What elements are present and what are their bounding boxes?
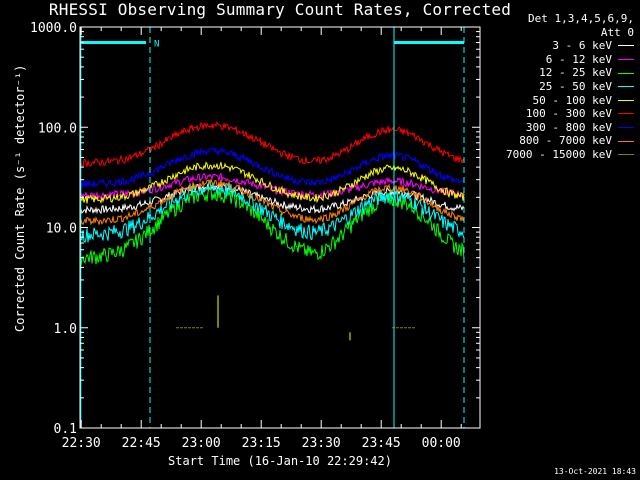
x-tick-label-3: 23:15 bbox=[242, 436, 281, 451]
x-tick-label-5: 23:45 bbox=[362, 436, 401, 451]
legend-swatch-5 bbox=[618, 113, 634, 115]
x-tick-label-1: 22:45 bbox=[122, 436, 161, 451]
legend-label-0: 3 - 6 keV bbox=[552, 39, 612, 53]
y-tick-label-2: 10.0 bbox=[46, 222, 77, 237]
legend-swatch-6 bbox=[618, 127, 634, 129]
legend-label-1: 6 - 12 keV bbox=[545, 52, 612, 66]
legend-entry-0: 3 - 6 keV bbox=[464, 39, 634, 53]
legend-label-4: 50 - 100 keV bbox=[532, 93, 612, 107]
legend-swatch-8 bbox=[618, 154, 634, 156]
legend-header: Det 1,3,4,5,6,9, Att 0 bbox=[528, 12, 634, 39]
y-tick-label-1: 1.0 bbox=[54, 322, 77, 337]
legend-swatch-0 bbox=[618, 45, 634, 47]
legend-label-5: 100 - 300 keV bbox=[525, 107, 612, 121]
y-tick-label-3: 100.0 bbox=[38, 121, 77, 136]
series-line-2 bbox=[79, 186, 465, 266]
x-tick-label-4: 23:30 bbox=[302, 436, 341, 451]
series-line-5 bbox=[79, 121, 465, 168]
legend-entry-6: 300 - 800 keV bbox=[464, 121, 634, 135]
legend-label-7: 800 - 7000 keV bbox=[519, 134, 612, 148]
series-line-7 bbox=[79, 178, 465, 226]
x-axis-label: Start Time (16-Jan-10 22:29:42) bbox=[168, 454, 392, 468]
timestamp: 13-Oct-2021 18:43 bbox=[554, 467, 636, 476]
legend-swatch-3 bbox=[618, 86, 634, 88]
legend: Det 1,3,4,5,6,9, Att 0 3 - 6 keV 6 - 12 k… bbox=[464, 12, 634, 162]
y-axis-label: Corrected Count Rate (s⁻¹ detector⁻¹) bbox=[13, 64, 27, 332]
legend-label-6: 300 - 800 keV bbox=[525, 120, 612, 134]
legend-entry-2: 12 - 25 keV bbox=[464, 66, 634, 80]
legend-entry-4: 50 - 100 keV bbox=[464, 94, 634, 108]
series-line-3 bbox=[79, 179, 465, 243]
chart-title: RHESSI Observing Summary Count Rates, Co… bbox=[48, 0, 512, 19]
legend-entry-1: 6 - 12 keV bbox=[464, 53, 634, 67]
x-tick-label-6: 00:00 bbox=[422, 436, 461, 451]
legend-label-8: 7000 - 15000 keV bbox=[506, 147, 612, 161]
x-tick-label-2: 23:00 bbox=[182, 436, 221, 451]
y-tick-label-0: 0.1 bbox=[54, 422, 77, 437]
legend-swatch-7 bbox=[618, 140, 634, 142]
legend-entry-8: 7000 - 15000 keV bbox=[464, 148, 634, 162]
series-line-6 bbox=[79, 147, 465, 188]
y-tick-label-4: 1000.0 bbox=[30, 21, 77, 36]
legend-label-3: 25 - 50 keV bbox=[539, 79, 612, 93]
legend-entry-3: 25 - 50 keV bbox=[464, 80, 634, 94]
x-tick-label-0: 22:30 bbox=[62, 436, 101, 451]
series-line-4 bbox=[79, 161, 465, 204]
legend-swatch-4 bbox=[618, 99, 634, 101]
legend-swatch-2 bbox=[618, 72, 634, 74]
night-marker-label: N bbox=[154, 40, 159, 50]
legend-swatch-1 bbox=[618, 59, 634, 61]
series-line-1 bbox=[79, 172, 465, 201]
legend-entry-5: 100 - 300 keV bbox=[464, 107, 634, 121]
legend-label-2: 12 - 25 keV bbox=[539, 66, 612, 80]
legend-entry-7: 800 - 7000 keV bbox=[464, 134, 634, 148]
